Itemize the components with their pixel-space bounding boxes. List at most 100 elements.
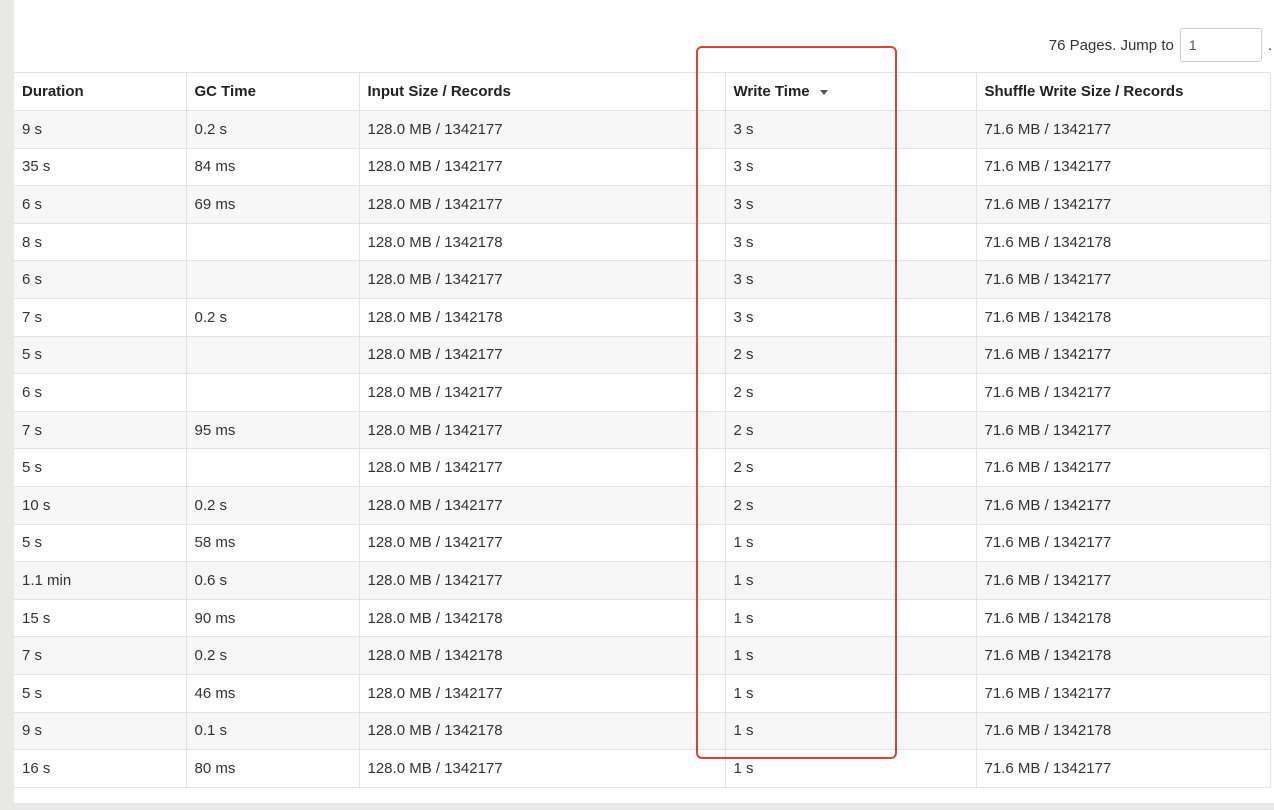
cell-gc-time: 0.2 s (185, 485, 360, 525)
cell-input-size: 128.0 MB / 1342177 (358, 673, 726, 713)
cell-duration: 35 s (14, 147, 187, 187)
cell-gc-time (185, 260, 360, 299)
cell-write-time: 2 s (724, 335, 977, 375)
column-header-label: Write Time (733, 83, 810, 100)
cell-gc-time: 0.6 s (185, 561, 360, 600)
page-count-label: 76 Pages. Jump to (1048, 36, 1174, 54)
cell-shuffle-write: 71.6 MB / 1342178 (975, 598, 1271, 638)
cell-write-time: 2 s (724, 448, 977, 487)
tasks-table: Duration GC Time Input Size / Records Wr… (14, 72, 1271, 788)
table-row: 35 s 84 ms 128.0 MB / 1342177 3 s 71.6 MB / … (14, 147, 1271, 187)
cell-shuffle-write: 71.6 MB / 1342178 (975, 222, 1271, 262)
cell-write-time: 3 s (724, 110, 977, 149)
cell-duration: 7 s (14, 297, 187, 337)
cell-shuffle-write: 71.6 MB / 1342178 (975, 636, 1271, 675)
cell-input-size: 128.0 MB / 1342178 (358, 222, 726, 262)
cell-input-size: 128.0 MB / 1342177 (358, 448, 726, 487)
cell-shuffle-write: 71.6 MB / 1342177 (975, 185, 1271, 224)
cell-gc-time (185, 222, 360, 262)
cell-gc-time: 80 ms (185, 749, 360, 788)
column-header-label: Duration (22, 83, 84, 100)
cell-write-time: 1 s (724, 598, 977, 638)
cell-write-time: 3 s (724, 147, 977, 187)
cell-input-size: 128.0 MB / 1342177 (358, 147, 726, 187)
cell-input-size: 128.0 MB / 1342177 (358, 485, 726, 525)
cell-gc-time: 84 ms (185, 147, 360, 187)
cell-gc-time: 95 ms (185, 410, 360, 450)
table-row: 5 s 128.0 MB / 1342177 2 s 71.6 MB / 134217… (14, 448, 1271, 487)
cell-duration: 16 s (14, 749, 187, 788)
cell-write-time: 3 s (724, 260, 977, 299)
cell-duration: 5 s (14, 448, 187, 487)
cell-write-time: 1 s (724, 673, 977, 713)
column-header-input-size[interactable]: Input Size / Records (358, 72, 726, 111)
pagination-bar: 76 Pages. Jump to . (1049, 26, 1274, 64)
cell-input-size: 128.0 MB / 1342178 (358, 297, 726, 337)
cell-shuffle-write: 71.6 MB / 1342177 (975, 110, 1271, 149)
cell-input-size: 128.0 MB / 1342177 (358, 185, 726, 224)
cell-input-size: 128.0 MB / 1342177 (358, 523, 726, 563)
table-row: 9 s 0.2 s 128.0 MB / 1342177 3 s 71.6 MB / 1… (14, 110, 1271, 149)
cell-shuffle-write: 71.6 MB / 1342177 (975, 448, 1271, 487)
column-header-shuffle-write[interactable]: Shuffle Write Size / Records (975, 72, 1271, 111)
cell-input-size: 128.0 MB / 1342177 (358, 110, 726, 149)
cell-write-time: 1 s (724, 749, 977, 788)
cell-write-time: 1 s (724, 561, 977, 600)
cell-gc-time: 58 ms (185, 523, 360, 563)
column-header-write-time[interactable]: Write Time (724, 72, 977, 111)
cell-duration: 6 s (14, 373, 187, 412)
cell-gc-time: 69 ms (185, 185, 360, 224)
cell-shuffle-write: 71.6 MB / 1342178 (975, 711, 1271, 751)
cell-input-size: 128.0 MB / 1342178 (358, 598, 726, 638)
cell-duration: 7 s (14, 410, 187, 450)
cell-write-time: 2 s (724, 485, 977, 525)
cell-duration: 6 s (14, 260, 187, 299)
cell-write-time: 1 s (724, 636, 977, 675)
table-row: 5 s 58 ms 128.0 MB / 1342177 1 s 71.6 MB / 1… (14, 523, 1271, 563)
table-row: 7 s 0.2 s 128.0 MB / 1342178 3 s 71.6 MB / 1… (14, 297, 1271, 337)
table-row: 5 s 128.0 MB / 1342177 2 s 71.6 MB / 134217… (14, 335, 1271, 375)
cell-duration: 5 s (14, 523, 187, 563)
cell-shuffle-write: 71.6 MB / 1342177 (975, 561, 1271, 600)
table-row: 10 s 0.2 s 128.0 MB / 1342177 2 s 71.6 MB / … (14, 485, 1271, 525)
column-header-label: Input Size / Records (367, 83, 511, 100)
cell-shuffle-write: 71.6 MB / 1342177 (975, 410, 1271, 450)
cell-input-size: 128.0 MB / 1342177 (358, 260, 726, 299)
jump-to-page-input[interactable] (1179, 28, 1262, 62)
cell-gc-time: 0.1 s (185, 711, 360, 751)
table-row: 7 s 0.2 s 128.0 MB / 1342178 1 s 71.6 MB / 1… (14, 636, 1271, 675)
table-header-row: Duration GC Time Input Size / Records Wr… (14, 72, 1271, 111)
cell-input-size: 128.0 MB / 1342177 (358, 373, 726, 412)
table-row: 5 s 46 ms 128.0 MB / 1342177 1 s 71.6 MB / 1… (14, 673, 1271, 713)
cell-shuffle-write: 71.6 MB / 1342177 (975, 749, 1271, 788)
cell-shuffle-write: 71.6 MB / 1342178 (975, 297, 1271, 337)
cell-duration: 1.1 min (14, 561, 187, 600)
tasks-table-body: 9 s 0.2 s 128.0 MB / 1342177 3 s 71.6 MB / 1… (14, 110, 1271, 788)
cell-write-time: 3 s (724, 222, 977, 262)
table-row: 6 s 69 ms 128.0 MB / 1342177 3 s 71.6 MB / 1… (14, 185, 1271, 224)
cell-shuffle-write: 71.6 MB / 1342177 (975, 373, 1271, 412)
column-header-label: Shuffle Write Size / Records (984, 83, 1184, 100)
cell-duration: 5 s (14, 673, 187, 713)
cell-write-time: 2 s (724, 410, 977, 450)
cell-gc-time: 46 ms (185, 673, 360, 713)
cell-write-time: 3 s (724, 297, 977, 337)
cell-duration: 10 s (14, 485, 187, 525)
cell-duration: 15 s (14, 598, 187, 638)
cell-gc-time: 0.2 s (185, 636, 360, 675)
cell-duration: 9 s (14, 110, 187, 149)
cell-gc-time: 0.2 s (185, 297, 360, 337)
cell-duration: 8 s (14, 222, 187, 262)
cell-duration: 6 s (14, 185, 187, 224)
column-header-gc-time[interactable]: GC Time (185, 72, 360, 111)
table-row: 8 s 128.0 MB / 1342178 3 s 71.6 MB / 134217… (14, 222, 1271, 262)
cell-gc-time: 0.2 s (185, 110, 360, 149)
sort-descending-icon (819, 89, 828, 95)
cell-gc-time (185, 373, 360, 412)
column-header-duration[interactable]: Duration (14, 72, 187, 111)
cell-shuffle-write: 71.6 MB / 1342177 (975, 485, 1271, 525)
table-row: 9 s 0.1 s 128.0 MB / 1342178 1 s 71.6 MB / 1… (14, 711, 1271, 751)
cell-write-time: 1 s (724, 711, 977, 751)
pager-trailing-text: . (1267, 36, 1272, 54)
cell-shuffle-write: 71.6 MB / 1342177 (975, 523, 1271, 563)
